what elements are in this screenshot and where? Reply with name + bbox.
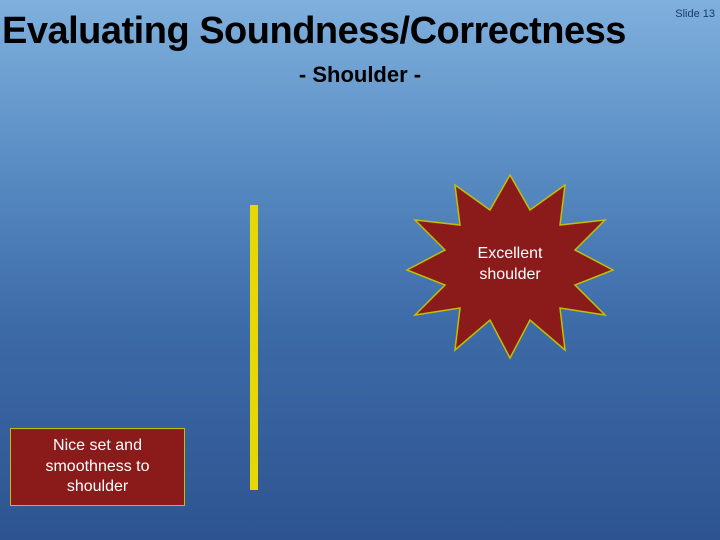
slide-number: Slide 13 xyxy=(675,8,715,20)
page-title: Evaluating Soundness/Correctness xyxy=(2,10,626,53)
page-subtitle: - Shoulder - xyxy=(0,62,720,88)
callout-label: Nice set and smoothness to shoulder xyxy=(17,436,178,498)
starburst-callout: Excellent shoulder xyxy=(405,170,615,360)
starburst-label: Excellent shoulder xyxy=(458,244,563,286)
vertical-divider-line xyxy=(250,205,258,490)
callout-box: Nice set and smoothness to shoulder xyxy=(10,428,185,506)
